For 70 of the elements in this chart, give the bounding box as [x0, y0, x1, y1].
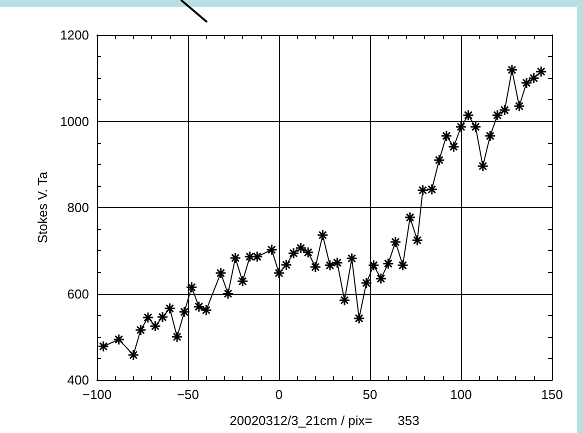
y-tick-label: 800 — [67, 200, 89, 215]
point — [520, 77, 532, 89]
point — [528, 72, 540, 84]
point — [404, 212, 416, 224]
y-tick-label: 400 — [67, 372, 89, 388]
point — [440, 130, 452, 142]
point — [193, 300, 205, 312]
point — [244, 250, 256, 262]
point — [134, 324, 146, 336]
x-axis-title: 20020312/3_21cm / pix= 353 — [230, 413, 420, 428]
point — [222, 288, 234, 300]
point — [316, 229, 328, 241]
point — [230, 252, 242, 264]
point — [302, 246, 314, 258]
point — [324, 260, 336, 272]
point — [295, 242, 307, 254]
point — [470, 121, 482, 133]
point — [251, 250, 263, 262]
y-axis-title: Stokes V. Ta — [35, 170, 50, 244]
point — [484, 130, 496, 142]
point — [331, 256, 343, 268]
x-tick-label: 150 — [541, 387, 563, 402]
point — [215, 267, 227, 279]
x-tick-label: −50 — [176, 387, 200, 402]
point — [171, 331, 183, 343]
point — [346, 252, 358, 264]
point — [164, 302, 176, 314]
point — [455, 121, 467, 133]
x-tick-label: 50 — [362, 387, 378, 402]
point — [178, 306, 190, 318]
point — [142, 312, 154, 324]
x-tick-label: 0 — [275, 387, 283, 402]
point — [156, 311, 168, 323]
point — [433, 154, 445, 166]
point — [288, 247, 300, 259]
point — [368, 260, 380, 272]
point — [200, 304, 212, 316]
point — [417, 184, 429, 196]
point — [128, 349, 140, 361]
point — [448, 140, 460, 152]
point — [360, 277, 372, 289]
point — [338, 294, 350, 306]
point — [513, 100, 525, 112]
point — [506, 64, 518, 76]
point — [98, 340, 110, 352]
point — [426, 184, 438, 196]
x-tick-label: 100 — [450, 387, 472, 402]
y-tick-label: 1200 — [60, 28, 89, 42]
x-tick-label: −100 — [82, 387, 112, 402]
point — [113, 334, 125, 346]
point — [273, 267, 285, 279]
y-tick-label: 600 — [67, 286, 89, 302]
point — [186, 282, 198, 294]
point — [382, 258, 394, 270]
point — [462, 109, 474, 121]
point — [390, 236, 402, 248]
point — [149, 320, 161, 332]
point — [266, 244, 278, 256]
point — [535, 66, 547, 78]
y-tick-label: 1000 — [60, 114, 89, 129]
point — [498, 104, 510, 116]
point — [412, 234, 424, 246]
point — [397, 260, 409, 272]
point — [477, 160, 489, 172]
point — [492, 109, 504, 121]
point — [236, 275, 248, 287]
point — [310, 261, 322, 273]
point — [375, 272, 387, 284]
point — [353, 312, 365, 324]
point — [280, 259, 292, 271]
